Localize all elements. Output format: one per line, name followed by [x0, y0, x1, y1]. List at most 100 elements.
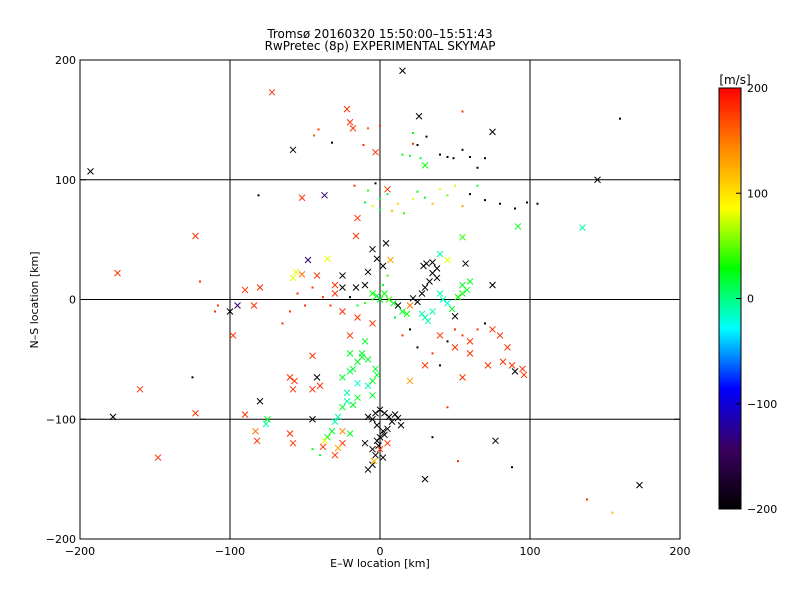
data-point-dot [431, 202, 434, 205]
x-tick-label: −100 [215, 545, 245, 558]
data-point-cross [462, 260, 469, 267]
data-point-cross [444, 299, 451, 307]
data-point-dot [296, 292, 299, 295]
data-point-dot [412, 142, 414, 145]
data-point-cross [424, 317, 432, 325]
data-point-dot [484, 322, 486, 325]
data-point-cross [489, 128, 496, 136]
data-point-dot [391, 209, 393, 212]
data-point-cross [349, 401, 357, 409]
data-point-dot [217, 304, 219, 307]
data-point-cross [343, 389, 351, 397]
axis-ticks: −200 −100 0 100 200 −200 −100 0 100 200 [46, 54, 691, 558]
data-point-dot [319, 454, 321, 457]
data-point-cross [309, 415, 316, 423]
data-point-cross [594, 176, 601, 184]
colorbar-tick-label: 100 [747, 187, 768, 200]
data-point-cross [339, 403, 346, 411]
data-point-cross [399, 67, 406, 75]
data-point-cross [579, 224, 586, 232]
data-point-cross [346, 350, 354, 357]
data-point-cross [399, 308, 406, 315]
x-axis-label: E–W location [km] [330, 557, 430, 570]
data-point-cross [421, 362, 429, 369]
data-point-dot [484, 199, 486, 202]
data-point-dot [454, 328, 456, 331]
data-point-cross [436, 250, 444, 258]
data-point-cross [459, 233, 466, 241]
data-point-dot [311, 286, 314, 289]
data-point-cross [433, 274, 441, 282]
data-point-dot [424, 196, 426, 199]
data-point-cross [444, 256, 451, 264]
data-point-cross [309, 352, 316, 360]
data-point-cross [504, 344, 511, 351]
data-point-dot [439, 364, 441, 367]
y-axis-label: N–S location [km] [28, 251, 41, 348]
data-point-dot [362, 144, 365, 147]
data-point-dot [364, 302, 366, 305]
data-point-cross [289, 274, 297, 282]
data-point-dot [409, 328, 411, 331]
data-point-dot [469, 193, 471, 196]
data-point-cross [375, 442, 382, 449]
data-point-cross [328, 427, 336, 435]
data-point-cross [346, 118, 354, 126]
data-point-cross [339, 284, 346, 291]
data-point-cross [384, 185, 391, 193]
data-point-cross [358, 353, 366, 361]
data-point-cross [304, 256, 312, 264]
colorbar-tick-label: −100 [747, 398, 777, 411]
data-point-cross [414, 298, 421, 306]
data-point-cross [264, 415, 271, 423]
data-point-cross [454, 293, 462, 301]
data-point-dot [461, 205, 464, 208]
data-point-dot [349, 296, 351, 299]
data-point-cross [354, 379, 361, 387]
data-point-cross [346, 367, 354, 375]
data-point-cross [429, 308, 436, 315]
data-point-dot [412, 132, 414, 135]
data-point-cross [286, 430, 294, 437]
data-point-cross [459, 373, 466, 381]
data-point-cross [436, 332, 444, 339]
data-point-cross [508, 362, 516, 369]
data-point-cross [376, 296, 384, 303]
data-point-dot [419, 157, 422, 160]
data-point-cross [331, 281, 339, 289]
data-point-dot [371, 205, 374, 208]
data-point-cross [514, 223, 522, 230]
data-point-cross [346, 430, 354, 437]
chart-subtitle: RwPretec (8p) EXPERIMENTAL SKYMAP [265, 39, 496, 53]
data-point-dot [356, 304, 359, 307]
data-point-cross [372, 451, 379, 459]
data-point-cross [373, 255, 381, 263]
data-point-dot [439, 153, 441, 156]
data-point-cross [369, 445, 376, 453]
data-point-cross [421, 475, 429, 483]
data-point-cross [339, 373, 346, 381]
data-point-cross [253, 437, 261, 445]
data-point-cross [451, 312, 459, 320]
data-point-cross [331, 451, 339, 459]
data-point-cross [394, 302, 402, 309]
data-point-cross [354, 214, 361, 222]
data-point-dot [214, 310, 216, 313]
y-tick-label: 0 [69, 294, 76, 307]
data-point-cross [316, 382, 324, 390]
data-point-dot [329, 304, 332, 307]
colorbar-tick-label: 0 [747, 293, 754, 306]
data-point-dot [313, 134, 315, 137]
colorbar-tick-label: 200 [747, 82, 768, 95]
data-point-cross [403, 310, 411, 318]
data-point-cross [373, 371, 381, 379]
data-point-cross [289, 439, 297, 447]
data-point-dot [499, 202, 501, 205]
data-point-cross [361, 338, 369, 345]
data-point-dot [452, 157, 455, 160]
data-point-dot [476, 184, 479, 187]
data-point-dot [401, 153, 404, 156]
data-point-cross [385, 296, 393, 303]
data-point-dot [409, 154, 411, 157]
data-point-cross [339, 427, 346, 435]
